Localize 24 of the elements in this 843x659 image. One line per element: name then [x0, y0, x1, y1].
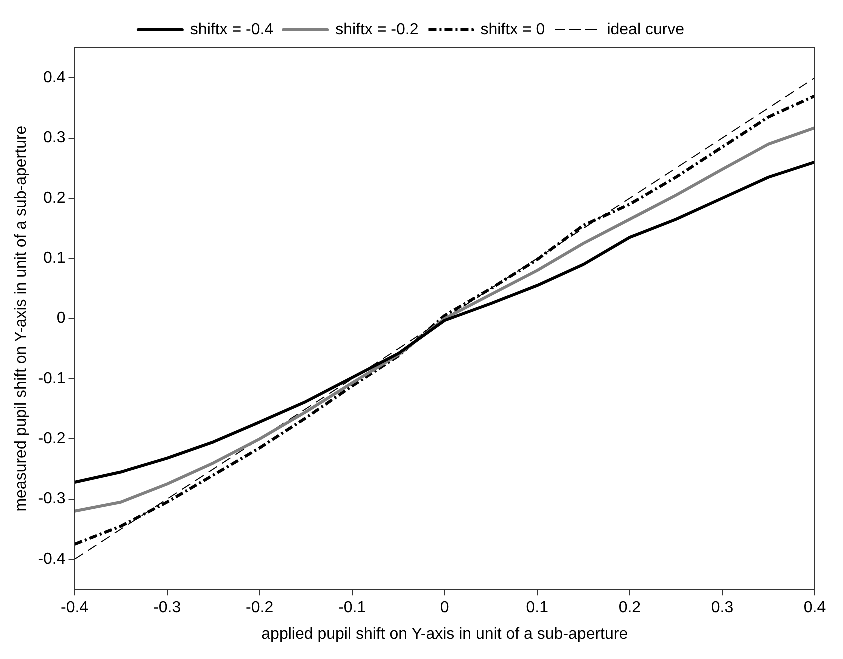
x-tick-label: -0.1 — [338, 600, 366, 617]
y-axis-title: measured pupil shift on Y-axis in unit of a sub-aperture — [13, 126, 30, 512]
x-tick-label: 0.2 — [618, 600, 642, 617]
x-tick-label: 0.4 — [804, 600, 826, 617]
x-tick-label: -0.3 — [154, 600, 182, 617]
x-tick-label: 0.1 — [526, 600, 549, 617]
y-tick-label: 0.1 — [44, 250, 66, 268]
x-axis-title: applied pupil shift on Y-axis in unit of a sub-aperture — [262, 626, 628, 643]
legend-label: ideal curve — [607, 21, 685, 38]
x-tick-label: 0.3 — [711, 600, 734, 617]
y-tick-label: 0.2 — [44, 190, 66, 207]
x-tick-label: -0.4 — [60, 600, 89, 617]
y-tick-label: -0.3 — [38, 490, 66, 508]
legend-label: shiftx = -0.4 — [190, 21, 274, 38]
y-tick-label: 0 — [56, 310, 66, 328]
y-tick-label: -0.4 — [38, 550, 66, 568]
y-tick-label: -0.1 — [38, 370, 66, 388]
legend-label: shiftx = -0.2 — [336, 21, 419, 38]
y-tick-label: 0.3 — [44, 130, 66, 147]
y-tick-label: 0.4 — [44, 69, 66, 86]
x-tick-label: 0 — [440, 600, 450, 617]
legend-label: shiftx = 0 — [480, 21, 546, 38]
y-tick-label: -0.2 — [38, 430, 66, 448]
x-tick-label: -0.2 — [246, 600, 274, 617]
